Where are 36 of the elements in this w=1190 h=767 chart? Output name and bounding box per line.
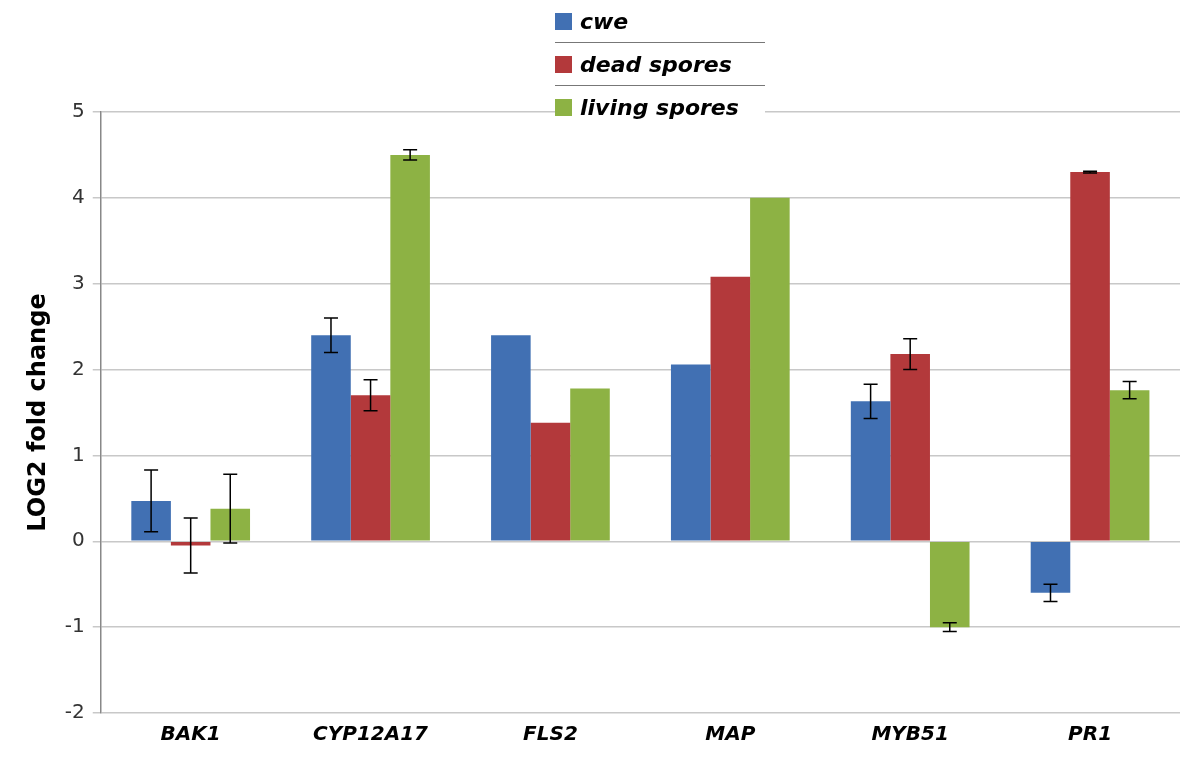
bar (390, 154, 430, 541)
x-tick-label: BAK1 (160, 721, 221, 746)
y-axis-title: LOG2 fold change (22, 293, 51, 532)
x-tick-label: PR1 (1068, 721, 1113, 746)
y-tick-label: 1 (72, 441, 85, 466)
x-tick-label: CYP12A17 (313, 721, 429, 746)
bar (670, 364, 711, 541)
bar (750, 197, 790, 541)
y-tick-label: 5 (72, 98, 85, 123)
y-tick-label: 2 (72, 355, 85, 380)
y-tick-label: 0 (72, 527, 85, 552)
bar (1109, 390, 1150, 541)
legend-label: living spores (580, 94, 739, 120)
bar (311, 335, 351, 541)
bar (850, 401, 891, 541)
x-tick-label: MAP (705, 721, 756, 746)
legend-label: cwe (580, 8, 629, 34)
bar (890, 354, 930, 541)
bar (1030, 542, 1071, 593)
bar (570, 388, 610, 541)
x-tick-label: MYB51 (871, 721, 949, 746)
bar (350, 395, 391, 541)
y-tick-label: 4 (72, 184, 85, 209)
bar (170, 542, 211, 546)
bar (1070, 172, 1110, 541)
bar (710, 276, 751, 541)
y-tick-label: -1 (64, 613, 85, 638)
y-tick-label: -2 (64, 699, 85, 724)
bar (929, 542, 970, 628)
bar (530, 422, 571, 541)
legend-label: dead spores (580, 51, 732, 77)
bar (491, 335, 531, 541)
y-tick-label: 3 (72, 269, 85, 294)
bar (131, 500, 171, 541)
bar (210, 508, 251, 541)
x-tick-label: FLS2 (523, 721, 578, 746)
